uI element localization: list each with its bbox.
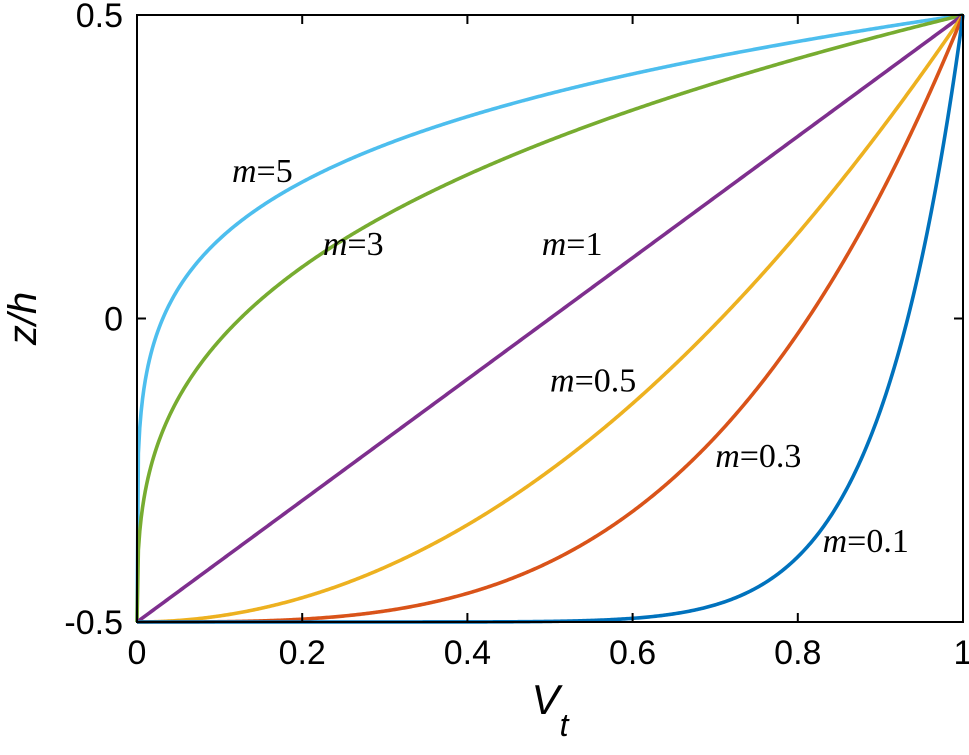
series-label-symbol: m <box>715 438 740 475</box>
y-axis-label: z/h <box>1 292 45 346</box>
series-label-value: =3 <box>347 226 383 263</box>
series-label-symbol: m <box>323 226 348 263</box>
series-label: m=0.5 <box>550 362 636 399</box>
series-label-symbol: m <box>823 523 848 560</box>
x-tick-label: 0.6 <box>609 634 656 672</box>
y-tick-label: 0.5 <box>76 0 123 35</box>
axis-ticks: 0 0.2 0.4 0.6 0.8 1-0.500.5 <box>64 0 969 672</box>
series-label-symbol: m <box>550 362 575 399</box>
series-label-symbol: m <box>232 153 257 190</box>
x-axis-label: Vt <box>532 676 570 743</box>
series-label-value: =0.5 <box>575 362 637 399</box>
x-axis-label-base: V <box>532 676 564 723</box>
series-line-m-0_5 <box>136 13 965 624</box>
series-label-symbol: m <box>542 226 567 263</box>
series-label: m=5 <box>232 153 293 190</box>
series-label: m=0.3 <box>715 438 801 475</box>
x-axis-label-subscript: t <box>560 707 570 743</box>
x-tick-label: 0.4 <box>444 634 491 672</box>
series-label-value: =0.3 <box>740 438 802 475</box>
series-label: m=3 <box>323 226 384 263</box>
x-tick-label: 1 <box>954 634 969 672</box>
x-tick-label: 0 <box>128 634 147 672</box>
series-labels: m=5m=3 m=1m=0.5m=0.3m=0.1 <box>232 153 909 560</box>
series-line-m-5 <box>135 13 964 623</box>
series-label-value: =5 <box>257 153 293 190</box>
y-tick-label: -0.5 <box>64 604 123 642</box>
series-label: m=1 <box>542 226 603 263</box>
series-line-m-3 <box>135 13 964 623</box>
series-label-value: =1 <box>566 226 602 263</box>
x-tick-label: 0.8 <box>774 634 821 672</box>
series-label: m=0.1 <box>823 523 909 560</box>
x-tick-label: 0.2 <box>279 634 326 672</box>
y-tick-label: 0 <box>104 301 123 339</box>
series-line-m-1 <box>135 13 965 624</box>
series-label-value: =0.1 <box>847 523 909 560</box>
